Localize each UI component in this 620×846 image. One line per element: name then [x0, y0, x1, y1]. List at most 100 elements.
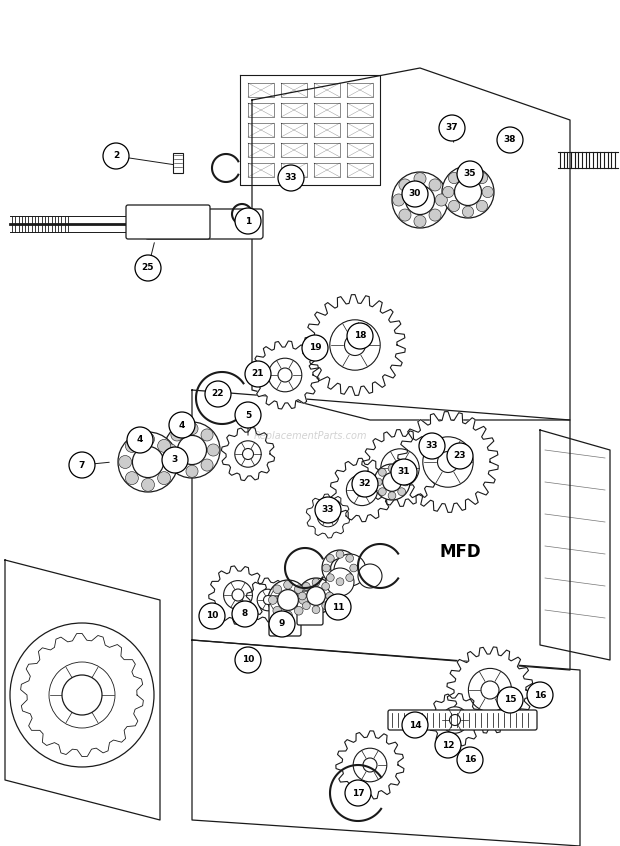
Circle shape [232, 601, 258, 627]
Circle shape [224, 580, 252, 609]
Circle shape [442, 706, 468, 733]
FancyBboxPatch shape [269, 596, 301, 636]
Circle shape [324, 512, 332, 520]
Circle shape [378, 488, 386, 496]
Text: 15: 15 [503, 695, 516, 705]
Circle shape [374, 478, 382, 486]
Circle shape [448, 201, 459, 212]
Circle shape [439, 115, 465, 141]
Circle shape [312, 579, 320, 586]
Circle shape [326, 592, 334, 600]
Circle shape [423, 437, 473, 487]
Circle shape [388, 492, 396, 500]
Circle shape [419, 433, 445, 459]
Circle shape [442, 166, 494, 218]
Circle shape [350, 564, 358, 572]
Polygon shape [447, 647, 533, 733]
Polygon shape [336, 731, 404, 799]
Circle shape [103, 143, 129, 169]
Circle shape [435, 732, 461, 758]
Circle shape [268, 358, 302, 392]
Polygon shape [428, 694, 482, 747]
Circle shape [443, 186, 454, 198]
Text: 33: 33 [322, 506, 334, 514]
Circle shape [68, 681, 95, 709]
Circle shape [303, 582, 310, 591]
Circle shape [186, 423, 198, 435]
Text: 33: 33 [426, 442, 438, 451]
Circle shape [398, 469, 405, 476]
FancyBboxPatch shape [145, 209, 263, 239]
Circle shape [49, 662, 115, 728]
Text: 14: 14 [409, 721, 422, 729]
Text: 19: 19 [309, 343, 321, 353]
Text: 7: 7 [79, 460, 85, 470]
Circle shape [454, 179, 482, 206]
Circle shape [435, 194, 447, 206]
Circle shape [268, 580, 308, 620]
Circle shape [497, 687, 523, 713]
Text: 4: 4 [137, 436, 143, 444]
Circle shape [355, 484, 368, 497]
Circle shape [69, 452, 95, 478]
Circle shape [157, 439, 170, 453]
Text: 4: 4 [179, 420, 185, 430]
Circle shape [232, 589, 244, 601]
Circle shape [294, 607, 303, 615]
Circle shape [330, 558, 349, 577]
Polygon shape [330, 459, 394, 522]
Circle shape [298, 592, 306, 600]
Circle shape [482, 186, 494, 198]
Circle shape [164, 422, 220, 478]
Circle shape [10, 623, 154, 767]
Text: 9: 9 [279, 619, 285, 629]
Circle shape [358, 564, 382, 588]
Circle shape [463, 206, 474, 217]
Circle shape [398, 488, 405, 496]
Circle shape [298, 578, 334, 614]
Circle shape [346, 574, 353, 581]
Circle shape [299, 596, 308, 604]
Circle shape [476, 173, 487, 184]
Text: 30: 30 [409, 190, 421, 199]
Circle shape [127, 427, 153, 453]
Circle shape [391, 459, 417, 485]
Circle shape [278, 368, 292, 382]
Circle shape [345, 334, 366, 355]
Text: 17: 17 [352, 788, 365, 798]
Circle shape [450, 715, 461, 726]
Polygon shape [306, 494, 350, 538]
Circle shape [235, 647, 261, 673]
Circle shape [245, 361, 271, 387]
Text: 22: 22 [212, 389, 224, 398]
FancyBboxPatch shape [297, 591, 323, 625]
Circle shape [414, 173, 426, 184]
Circle shape [527, 682, 553, 708]
Text: 3: 3 [172, 455, 178, 464]
Text: 21: 21 [252, 370, 264, 378]
Circle shape [165, 444, 177, 456]
Circle shape [257, 589, 279, 611]
Circle shape [405, 185, 435, 215]
Circle shape [171, 429, 183, 441]
Circle shape [402, 181, 428, 207]
Text: MFD: MFD [439, 543, 481, 561]
Circle shape [327, 574, 334, 581]
Circle shape [162, 447, 188, 473]
Text: 37: 37 [446, 124, 458, 133]
Text: 33: 33 [285, 173, 297, 183]
Text: 18: 18 [354, 332, 366, 340]
Circle shape [448, 173, 459, 184]
Circle shape [284, 580, 292, 589]
Circle shape [363, 758, 377, 772]
Circle shape [125, 439, 138, 453]
Circle shape [186, 465, 198, 477]
Polygon shape [397, 412, 498, 513]
Circle shape [414, 215, 426, 228]
Circle shape [345, 780, 371, 806]
FancyBboxPatch shape [388, 710, 537, 730]
Text: 16: 16 [464, 755, 476, 765]
Circle shape [336, 578, 344, 585]
Circle shape [429, 209, 441, 221]
Circle shape [294, 585, 303, 594]
